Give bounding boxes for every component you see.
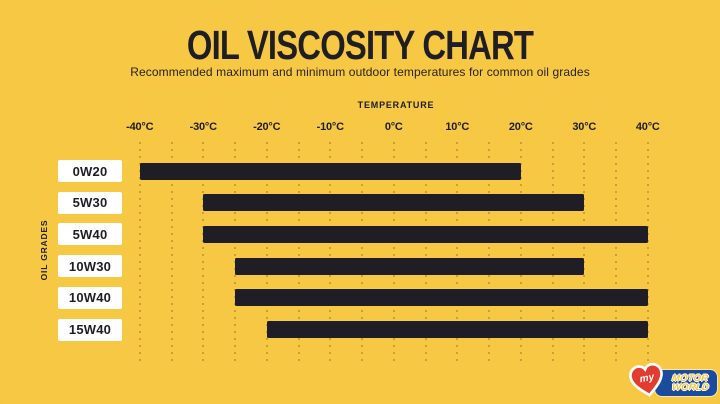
gridline--40c [138, 142, 141, 362]
gridline--5c [361, 142, 363, 362]
x-axis-title: TEMPERATURE [357, 100, 435, 110]
grade-label-10w30: 10W30 [58, 255, 122, 278]
grade-label-5w40: 5W40 [58, 223, 122, 246]
gridline-15c [488, 142, 490, 362]
chart-row-5w30: 5W30 [0, 191, 720, 214]
x-axis-tick-label: 30°C [572, 121, 597, 133]
chart-row-15w40: 15W40 [0, 318, 720, 341]
range-bar-15w40 [266, 321, 648, 338]
gridline--20c [265, 142, 268, 362]
x-axis-tick-label: 40°C [635, 121, 660, 133]
range-bar-5w30 [203, 194, 585, 212]
my-motorworld-logo: MOTOR WORLD my [628, 360, 720, 402]
range-bar-0w20 [139, 162, 521, 180]
gridline--35c [170, 142, 173, 362]
chart-row-0w20: 0W20 [0, 160, 720, 182]
gridline-30c [583, 142, 586, 362]
gridline-25c [551, 142, 554, 362]
grade-label-0w20: 0W20 [58, 160, 122, 182]
gridline-5c [424, 142, 427, 362]
x-axis-tick-label: 10°C [445, 121, 470, 133]
chart-row-10w40: 10W40 [0, 286, 720, 309]
page-title: OIL VISCOSITY CHART [186, 22, 534, 68]
gridline-35c [615, 142, 617, 362]
gridline-20c [519, 142, 522, 362]
chart-row-10w30: 10W30 [0, 255, 720, 278]
gridline--30c [202, 142, 205, 362]
grade-label-5w30: 5W30 [58, 191, 122, 214]
gridline-40c [646, 142, 649, 362]
x-axis-tick-label: -40°C [126, 121, 154, 133]
heart-icon [629, 362, 663, 397]
subtitle: Recommended maximum and minimum outdoor … [130, 65, 590, 79]
gridline--15c [297, 142, 300, 362]
gridline-10c [456, 142, 459, 362]
range-bar-5w40 [203, 225, 648, 243]
grade-label-15w40: 15W40 [58, 318, 122, 341]
x-axis-tick-label: -20°C [253, 121, 281, 133]
range-bar-10w40 [235, 289, 648, 307]
logo-text-world: WORLD [670, 382, 710, 393]
x-axis-tick-label: -30°C [189, 121, 217, 133]
gridline-0c [392, 142, 395, 362]
x-axis-tick-label: 20°C [508, 121, 533, 133]
x-axis-tick-label: -10°C [316, 121, 344, 133]
gridline--10c [329, 142, 332, 362]
x-axis-tick-label: 0°C [384, 121, 403, 133]
chart-row-5w40: 5W40 [0, 223, 720, 246]
grade-label-10w40: 10W40 [58, 286, 122, 309]
logo-plate: MOTOR WORLD [655, 370, 717, 396]
range-bar-10w30 [235, 257, 585, 275]
gridline--25c [234, 142, 236, 362]
